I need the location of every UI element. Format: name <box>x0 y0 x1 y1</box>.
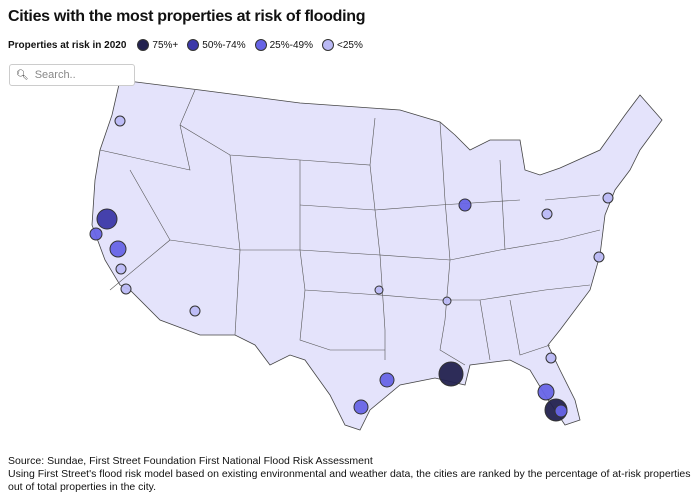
city-marker[interactable] <box>458 198 472 212</box>
city-marker[interactable] <box>96 208 118 230</box>
city-marker[interactable] <box>109 240 127 258</box>
legend-title: Properties at risk in 2020 <box>8 39 127 51</box>
city-marker[interactable] <box>593 251 605 263</box>
city-markers <box>89 115 614 422</box>
city-marker[interactable] <box>374 285 384 295</box>
legend-label: 75%+ <box>152 39 179 51</box>
city-marker[interactable] <box>537 383 555 401</box>
city-marker[interactable] <box>438 361 464 387</box>
legend-swatch <box>321 39 334 51</box>
legend-swatch <box>254 39 267 51</box>
legend-label: 50%-74% <box>202 39 246 51</box>
note: Using First Street's flood risk model ba… <box>8 468 691 493</box>
footer: Source: Sundae, First Street Foundation … <box>8 455 692 494</box>
city-marker[interactable] <box>541 208 553 220</box>
city-marker[interactable] <box>114 115 126 127</box>
legend-item: <25% <box>321 39 363 51</box>
city-marker[interactable] <box>602 192 614 204</box>
city-marker[interactable] <box>89 227 103 241</box>
search-placeholder: Search.. <box>34 69 76 81</box>
title: Cities with the most properties at risk … <box>8 8 366 25</box>
legend-item: 25%-49% <box>254 39 313 51</box>
legend-label: <25% <box>336 39 363 51</box>
legend-swatch <box>187 39 200 51</box>
legend-item: 75%+ <box>137 39 178 51</box>
city-marker[interactable] <box>120 283 132 295</box>
city-marker[interactable] <box>189 305 201 317</box>
state-borders <box>99 89 601 366</box>
legend-item: 50%-74% <box>187 39 246 51</box>
search-icon: 🔍︎ <box>16 69 29 81</box>
legend: Properties at risk in 2020 75%+ 50%-74% 25… <box>8 39 367 51</box>
city-marker[interactable] <box>115 263 127 275</box>
city-marker[interactable] <box>545 352 557 364</box>
city-marker[interactable] <box>353 399 369 415</box>
legend-swatch <box>137 39 150 51</box>
source: Source: Sundae, First Street Foundation … <box>8 455 373 467</box>
city-marker[interactable] <box>554 404 568 418</box>
city-marker[interactable] <box>379 372 395 388</box>
search-box[interactable]: 🔍︎ Search.. <box>9 64 135 86</box>
legend-label: 25%-49% <box>269 39 313 51</box>
city-marker[interactable] <box>442 296 452 306</box>
